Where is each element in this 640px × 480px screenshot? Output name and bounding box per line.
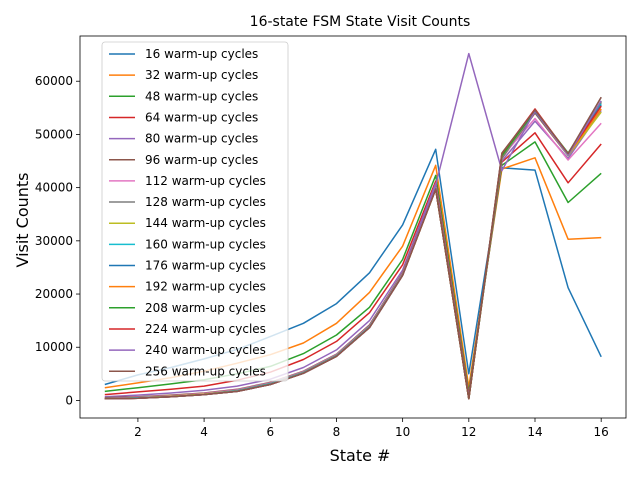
legend-box (101, 41, 289, 382)
y-tick-label: 40000 (35, 181, 73, 195)
x-tick-label: 10 (395, 425, 410, 439)
series-line-15 (104, 96, 602, 400)
legend-entry: 224 warm-up cycles (145, 322, 266, 336)
y-tick-label: 50000 (35, 127, 73, 141)
x-tick-label: 12 (461, 425, 476, 439)
legend-entry: 176 warm-up cycles (145, 259, 266, 273)
legend-entry: 80 warm-up cycles (145, 132, 258, 146)
legend-entry: 112 warm-up cycles (145, 174, 266, 188)
legend-entry: 128 warm-up cycles (145, 195, 266, 209)
x-axis-label: State # (330, 446, 391, 465)
legend-entry: 16 warm-up cycles (145, 47, 258, 61)
legend-entry: 256 warm-up cycles (145, 364, 266, 378)
legend-entry: 208 warm-up cycles (145, 301, 266, 315)
y-tick-label: 10000 (35, 340, 73, 354)
y-tick-label: 0 (65, 393, 73, 407)
x-tick-label: 4 (200, 425, 208, 439)
y-tick-label: 20000 (35, 287, 73, 301)
series-line-3 (104, 132, 602, 396)
x-axis-ticks: 2 4 6 8 10 12 14 16 (134, 418, 609, 439)
y-tick-label: 60000 (35, 74, 73, 88)
legend-entry: 160 warm-up cycles (145, 237, 266, 251)
legend-entry: 96 warm-up cycles (145, 153, 258, 167)
y-axis-label: Visit Counts (13, 172, 32, 267)
chart-title: 16-state FSM State Visit Counts (250, 14, 471, 30)
legend-entry: 32 warm-up cycles (145, 68, 258, 82)
legend: 16 warm-up cycles 32 warm-up cycles 48 war… (101, 41, 289, 382)
x-tick-label: 6 (266, 425, 274, 439)
x-tick-label: 14 (527, 425, 542, 439)
y-tick-label: 30000 (35, 234, 73, 248)
legend-entry: 192 warm-up cycles (145, 280, 266, 294)
legend-entry: 144 warm-up cycles (145, 216, 266, 230)
legend-entry: 240 warm-up cycles (145, 343, 266, 357)
legend-entry: 48 warm-up cycles (145, 89, 258, 103)
x-tick-label: 8 (333, 425, 341, 439)
series-layer (104, 52, 602, 400)
x-tick-label: 16 (594, 425, 609, 439)
x-tick-label: 2 (134, 425, 142, 439)
legend-entry: 64 warm-up cycles (145, 110, 258, 124)
series-line-2 (104, 141, 602, 394)
y-axis-ticks: 0 10000 20000 30000 40000 50000 60000 (35, 74, 80, 407)
plot-frame (79, 35, 627, 419)
